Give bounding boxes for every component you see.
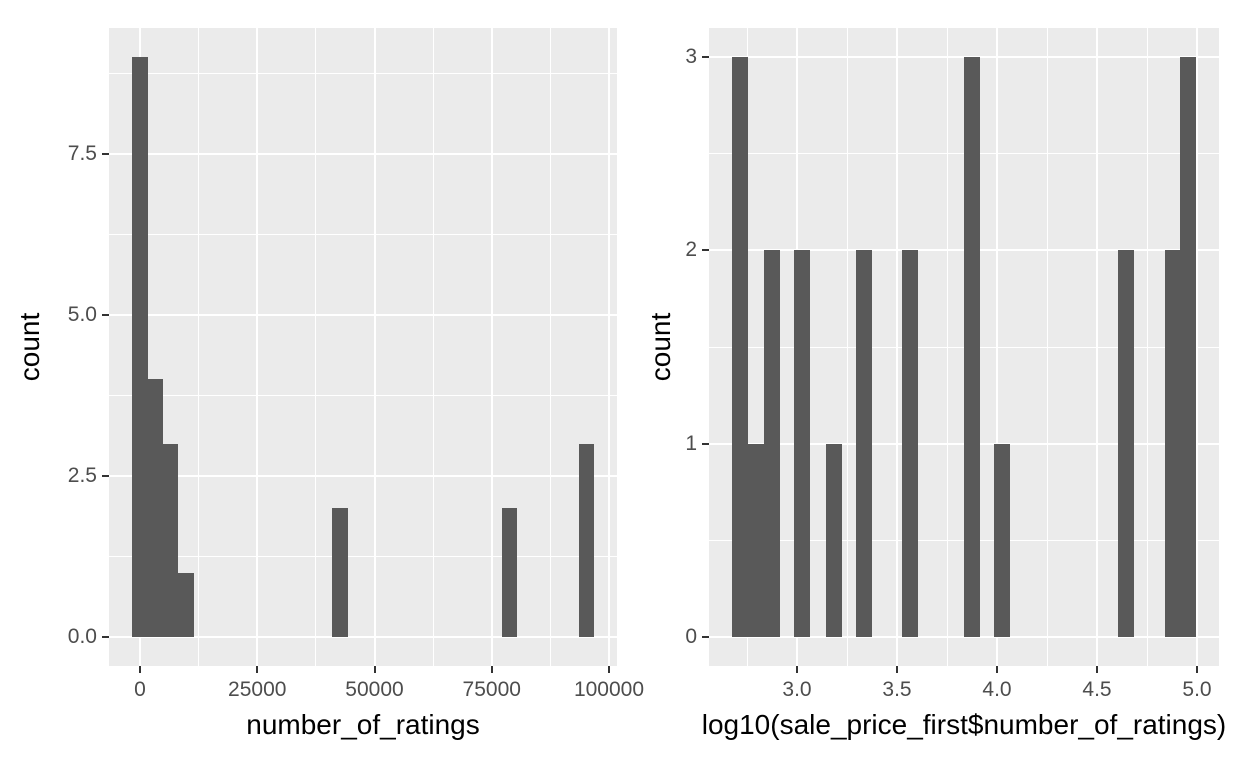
y-major-gridline xyxy=(109,474,617,477)
histogram-bar xyxy=(763,250,780,637)
y-tick-label: 3 xyxy=(685,45,697,68)
histogram-bar xyxy=(163,443,179,637)
y-major-gridline xyxy=(109,313,617,316)
histogram-bar xyxy=(132,57,148,637)
x-minor-gridline xyxy=(198,28,200,666)
y-tick-mark xyxy=(102,152,109,155)
x-tick-label: 3.0 xyxy=(782,678,812,701)
histogram-bar xyxy=(578,443,595,637)
y-minor-gridline xyxy=(109,72,617,74)
y-tick-label: 2 xyxy=(685,238,697,262)
histogram-bar xyxy=(732,57,748,637)
plot-panel-background xyxy=(109,28,617,666)
y-tick-label: 2.5 xyxy=(67,463,97,487)
x-tick-mark xyxy=(490,666,493,673)
y-minor-gridline xyxy=(109,233,617,235)
x-tick-label: 4.0 xyxy=(982,678,1012,701)
x-tick-mark xyxy=(373,666,376,673)
histogram-bar xyxy=(963,57,980,637)
histogram-bar xyxy=(793,250,810,637)
y-tick-mark xyxy=(702,636,709,638)
left-y-axis-title: count xyxy=(14,312,45,382)
y-tick-label: 7.5 xyxy=(67,141,97,165)
x-major-gridline xyxy=(1196,28,1198,666)
x-tick-mark xyxy=(796,666,798,673)
x-minor-gridline xyxy=(315,28,317,666)
x-tick-label: 50000 xyxy=(345,678,404,701)
y-major-gridline xyxy=(109,152,617,155)
histogram-bar xyxy=(901,250,918,637)
x-tick-mark xyxy=(256,666,259,673)
x-tick-label: 75000 xyxy=(462,678,521,701)
x-major-gridline xyxy=(608,28,610,666)
y-major-gridline xyxy=(109,636,617,638)
histogram-bar xyxy=(1179,57,1196,637)
x-major-gridline xyxy=(490,28,493,666)
histogram-bar xyxy=(1117,250,1134,637)
histogram-bar xyxy=(178,572,194,637)
x-tick-mark xyxy=(608,666,610,673)
x-tick-label: 5.0 xyxy=(1182,678,1212,701)
y-tick-mark xyxy=(102,636,109,638)
x-tick-label: 25000 xyxy=(228,678,287,701)
y-tick-mark xyxy=(102,474,109,477)
x-major-gridline xyxy=(256,28,259,666)
right-y-axis-title: count xyxy=(645,312,676,382)
y-tick-mark xyxy=(102,313,109,316)
x-tick-mark xyxy=(139,666,141,673)
x-major-gridline xyxy=(996,28,998,666)
histogram-bar xyxy=(1164,250,1181,637)
y-tick-label: 1 xyxy=(685,431,697,455)
y-tick-label: 0.0 xyxy=(67,625,97,648)
y-tick-mark xyxy=(702,249,709,252)
x-tick-mark xyxy=(1096,666,1098,673)
x-tick-label: 0 xyxy=(134,678,146,701)
x-major-gridline xyxy=(1096,28,1098,666)
histogram-bar xyxy=(856,250,872,637)
x-minor-gridline xyxy=(549,28,551,666)
histogram-bar xyxy=(747,443,764,637)
x-tick-label: 3.5 xyxy=(882,678,912,701)
y-minor-gridline xyxy=(109,394,617,396)
right-x-axis-title: log10(sale_price_first$number_of_ratings… xyxy=(701,709,1227,740)
histogram-bar xyxy=(825,443,842,637)
x-tick-mark xyxy=(1196,666,1198,673)
x-major-gridline xyxy=(896,28,898,666)
y-tick-label: 5.0 xyxy=(67,302,97,326)
histogram-bar xyxy=(147,379,164,637)
x-tick-mark xyxy=(896,666,898,673)
y-tick-mark xyxy=(702,56,709,58)
x-minor-gridline xyxy=(432,28,434,666)
left-x-axis-title: number_of_ratings xyxy=(246,709,480,740)
x-tick-label: 4.5 xyxy=(1082,678,1112,701)
histogram-bar xyxy=(332,508,348,637)
x-tick-mark xyxy=(996,666,998,673)
histogram-bar xyxy=(993,443,1010,637)
y-tick-mark xyxy=(702,442,709,445)
x-tick-label: 100000 xyxy=(573,678,645,701)
y-minor-gridline xyxy=(109,555,617,557)
y-major-gridline xyxy=(709,636,1219,638)
histogram-bar xyxy=(501,508,518,637)
y-tick-label: 0 xyxy=(685,625,697,648)
x-major-gridline xyxy=(373,28,376,666)
